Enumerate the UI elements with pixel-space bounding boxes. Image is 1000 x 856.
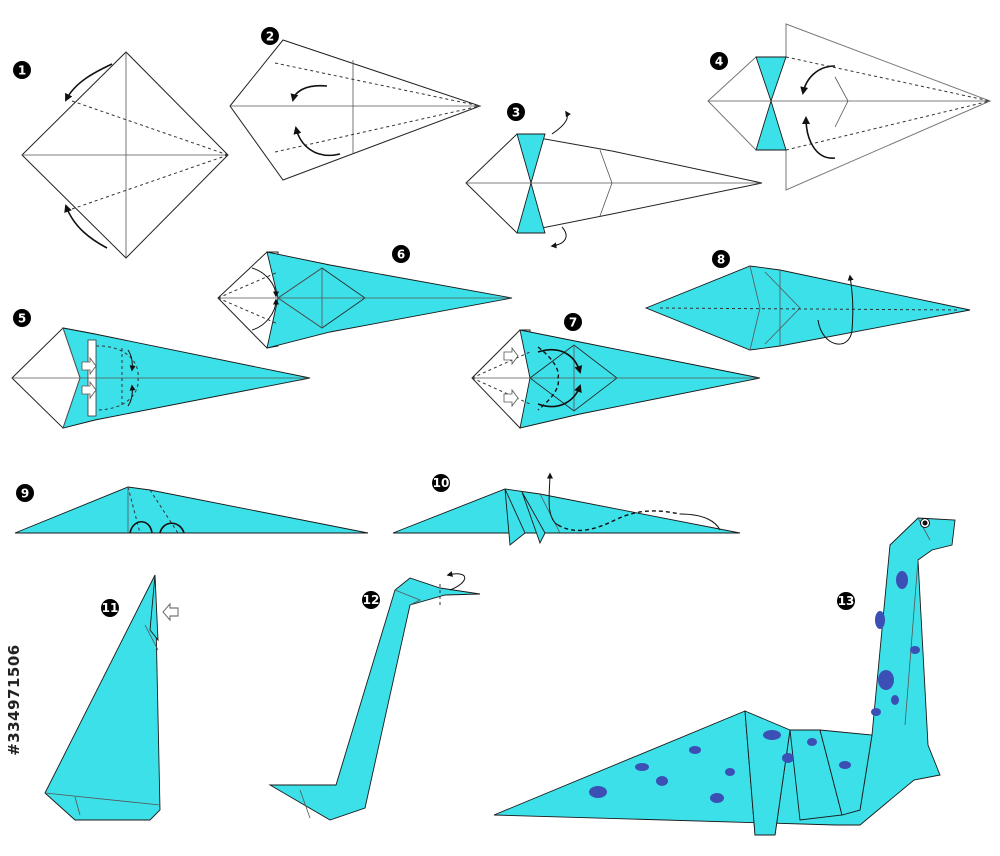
step-badge-4: 4 xyxy=(710,52,728,70)
fold-arrow-icon xyxy=(800,65,836,95)
svg-text:4: 4 xyxy=(715,55,723,69)
step-13-diagram xyxy=(493,517,956,836)
fold-arrow-icon xyxy=(290,84,328,102)
svg-text:12: 12 xyxy=(363,593,380,607)
step-badge-2: 2 xyxy=(261,27,279,45)
step-5-diagram xyxy=(11,327,311,429)
step-badge-10: 10 xyxy=(432,474,450,492)
svg-text:7: 7 xyxy=(569,316,577,330)
outline-push-arrow-icon xyxy=(503,388,519,408)
fold-arrow-icon xyxy=(65,63,113,102)
outline-push-arrow-icon xyxy=(81,356,97,376)
stock-id-text: #334971506 xyxy=(5,644,23,756)
outline-push-arrow-icon xyxy=(503,346,519,366)
fold-arrow-icon xyxy=(546,472,559,526)
fold-arrow-icon xyxy=(802,116,836,159)
step-badge-7: 7 xyxy=(564,313,582,331)
step-7-diagram xyxy=(471,329,761,429)
fold-arrow-icon xyxy=(550,226,567,249)
svg-text:11: 11 xyxy=(102,601,119,615)
fold-arrow-icon xyxy=(446,571,466,591)
step-12-diagram xyxy=(268,571,481,821)
stock-id-label: #334971506 xyxy=(4,620,24,780)
fold-arrow-icon xyxy=(293,126,341,157)
step-1-diagram xyxy=(21,51,229,259)
step-badge-6: 6 xyxy=(392,245,410,263)
svg-text:13: 13 xyxy=(838,594,855,608)
fold-arrow-icon xyxy=(817,274,854,345)
svg-text:3: 3 xyxy=(512,106,520,120)
step-badge-1: 1 xyxy=(13,61,31,79)
step-badge-5: 5 xyxy=(13,309,31,327)
svg-text:5: 5 xyxy=(18,312,26,326)
fold-arrow-icon xyxy=(64,204,108,249)
svg-text:9: 9 xyxy=(21,487,29,501)
step-badge-13: 13 xyxy=(837,592,855,610)
step-badge-9: 9 xyxy=(16,484,34,502)
svg-text:10: 10 xyxy=(433,476,450,490)
step-8-diagram xyxy=(644,265,971,351)
svg-text:2: 2 xyxy=(266,30,274,44)
step-6-diagram xyxy=(217,251,513,349)
outline-push-arrow-icon xyxy=(81,380,97,400)
step-badge-3: 3 xyxy=(507,103,525,121)
svg-text:1: 1 xyxy=(18,64,26,78)
step-2-diagram xyxy=(229,39,482,181)
step-4-diagram xyxy=(707,23,992,191)
dinosaur-spots xyxy=(589,571,920,803)
fold-arrow-icon xyxy=(551,110,571,135)
step-11-diagram xyxy=(44,574,179,821)
svg-text:8: 8 xyxy=(717,253,725,267)
svg-text:6: 6 xyxy=(397,248,405,262)
step-badge-8: 8 xyxy=(712,250,730,268)
step-3-diagram xyxy=(465,110,763,249)
step-10-diagram xyxy=(392,472,741,546)
outline-push-arrow-icon xyxy=(162,602,179,622)
step-badge-12: 12 xyxy=(362,591,380,609)
step-9-diagram xyxy=(14,486,369,534)
step-badge-11: 11 xyxy=(101,599,119,617)
